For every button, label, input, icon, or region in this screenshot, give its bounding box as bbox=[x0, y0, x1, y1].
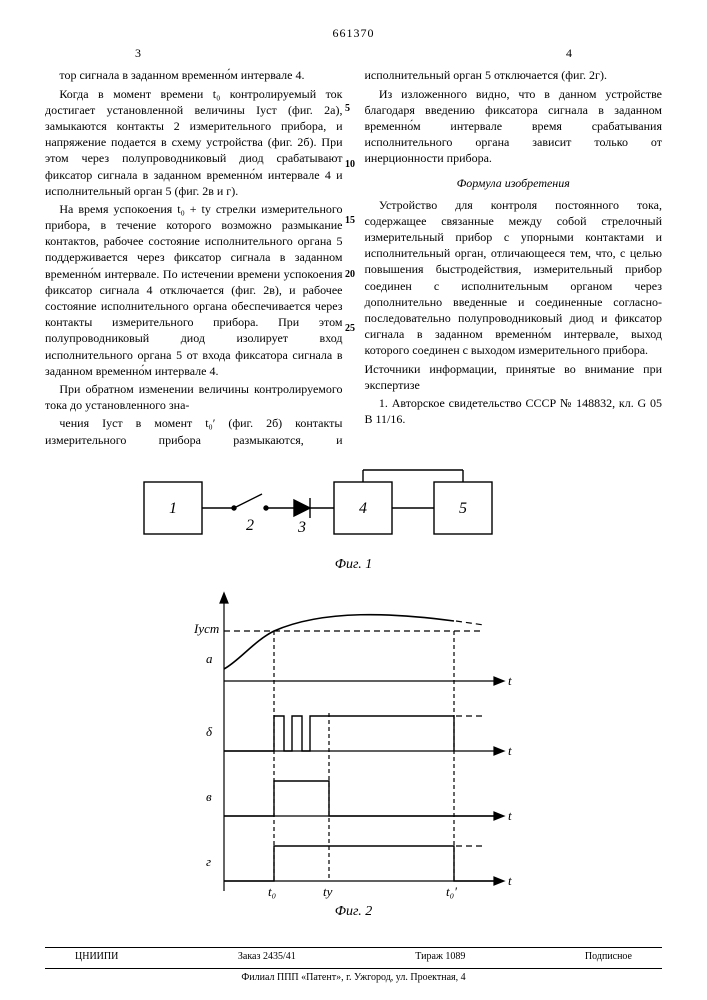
col1-p4: При обратном изменении величины контроли… bbox=[45, 381, 343, 413]
col2-p3: Устройство для контроля постоянного тока… bbox=[365, 197, 663, 359]
fig2-ty: tу bbox=[323, 884, 333, 899]
fig2-iust: Iуcm bbox=[193, 621, 219, 636]
gutter-5: 5 bbox=[345, 102, 350, 116]
fig1-box-4: 4 bbox=[359, 500, 367, 517]
fig2-a: а bbox=[206, 651, 213, 666]
footer-org: ЦНИИПИ bbox=[75, 950, 118, 964]
fig2-label: Фиг. 2 bbox=[45, 903, 662, 922]
page-num-left: 3 bbox=[135, 45, 141, 61]
text-columns: тор сигнала в заданном временно́м интерв… bbox=[45, 67, 662, 447]
fig2-v: в bbox=[206, 789, 212, 804]
doc-number: 661370 bbox=[45, 25, 662, 41]
fig2-t0p: t₀′ bbox=[446, 884, 457, 899]
fig1-box-1: 1 bbox=[169, 500, 177, 517]
fig1-label: Фиг. 1 bbox=[45, 556, 662, 575]
fig2-t-g: t bbox=[508, 873, 512, 888]
figure-1: 1 2 3 4 5 Фиг. 1 bbox=[45, 464, 662, 575]
fig2-t-a: t bbox=[508, 673, 512, 688]
fig1-box-2: 2 bbox=[246, 517, 254, 534]
footer-zakaz: Заказ 2435/41 bbox=[238, 950, 296, 964]
footer-line2: Филиал ППП «Патент», г. Ужгород, ул. Про… bbox=[45, 971, 662, 985]
fig2-g: г bbox=[206, 854, 211, 869]
footer-sign: Подписное bbox=[585, 950, 632, 964]
gutter-20: 20 bbox=[345, 268, 355, 282]
footer: ЦНИИПИ Заказ 2435/41 Тираж 1089 Подписно… bbox=[45, 943, 662, 984]
page-num-right: 4 bbox=[566, 45, 572, 61]
formula-title: Формула изобретения bbox=[365, 175, 663, 191]
source-1: 1. Авторское свидетельство СССР № 148832… bbox=[365, 395, 663, 427]
footer-tirazh: Тираж 1089 bbox=[415, 950, 465, 964]
gutter-10: 10 bbox=[345, 158, 355, 172]
fig2-t-b: t bbox=[508, 743, 512, 758]
figure-2: Iуcm а δ в г t t t t t₀ tу t₀′ Фиг. 2 bbox=[45, 591, 662, 922]
gutter-25: 25 bbox=[345, 322, 355, 336]
col1-p1: тор сигнала в заданном временно́м интерв… bbox=[45, 67, 343, 83]
sources-title: Источники информации, принятые во вниман… bbox=[365, 361, 663, 393]
fig1-box-3: 3 bbox=[297, 519, 306, 536]
col1-p3: На время успокоения t₀ + tу стрелки изме… bbox=[45, 201, 343, 379]
col2-p2: Из изложенного видно, что в данном устро… bbox=[365, 86, 663, 167]
fig1-box-5: 5 bbox=[459, 500, 467, 517]
gutter-15: 15 bbox=[345, 214, 355, 228]
fig2-t0: t₀ bbox=[268, 884, 276, 899]
fig2-b: δ bbox=[206, 724, 213, 739]
col1-p2: Когда в момент времени t₀ контролируемый… bbox=[45, 86, 343, 199]
fig2-t-v: t bbox=[508, 808, 512, 823]
